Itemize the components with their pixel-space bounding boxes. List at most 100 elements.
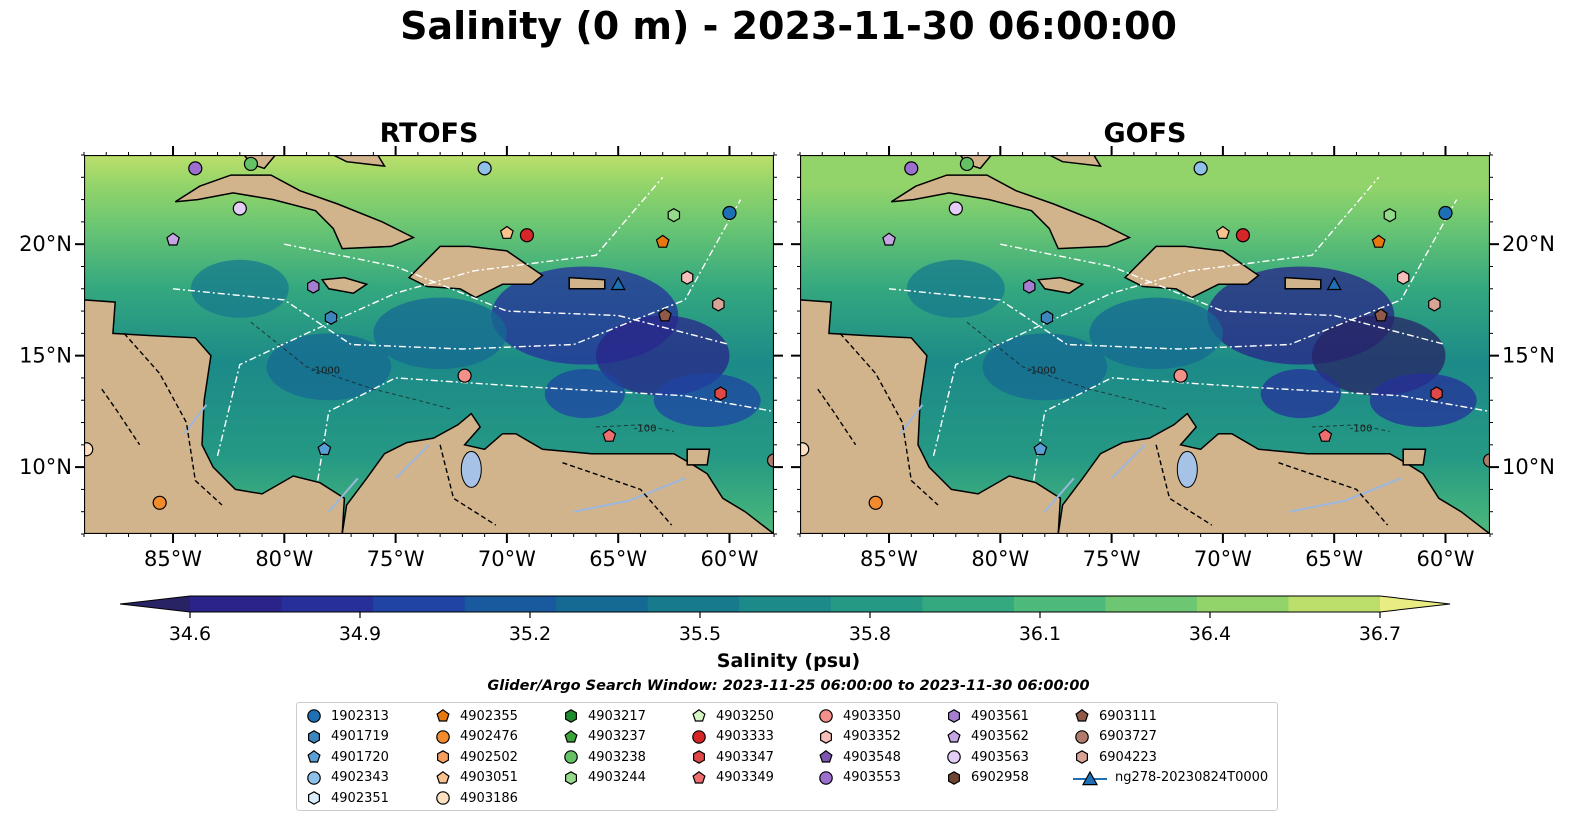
legend-marker xyxy=(564,709,577,723)
legend-item: 1902313 xyxy=(305,707,389,725)
legend-label: 4903217 xyxy=(588,708,646,724)
legend-marker xyxy=(564,750,578,764)
float-marker xyxy=(1023,279,1036,294)
lake-maracaibo xyxy=(1176,450,1198,488)
colorbar-tick-label: 36.1 xyxy=(1019,623,1061,645)
legend-marker xyxy=(436,791,450,805)
legend-marker xyxy=(1075,709,1089,722)
legend-marker-icon xyxy=(436,791,450,805)
jamaica-land xyxy=(320,276,369,294)
lat-tick-label: 15°N xyxy=(1502,344,1555,368)
legend-item: ng278-20230824T0000 xyxy=(1073,769,1268,787)
legend-marker xyxy=(307,791,320,805)
colorbar-segment xyxy=(1105,596,1198,612)
jamaica-land xyxy=(1036,276,1085,294)
contour-label: -1000 xyxy=(1027,365,1056,376)
legend-item: 4903352 xyxy=(817,728,901,746)
puerto-rico-land xyxy=(568,276,606,290)
contour-label: -100 xyxy=(1350,423,1373,434)
border-line xyxy=(1155,444,1213,526)
river-line xyxy=(328,477,359,513)
legend-marker-icon xyxy=(947,750,961,764)
legend-label: 4903561 xyxy=(971,708,1029,724)
trinidad-land xyxy=(1402,448,1427,466)
legend-label: 4903333 xyxy=(716,729,774,744)
legend-item: 6902958 xyxy=(945,769,1029,787)
legend-label: 4902343 xyxy=(331,770,389,785)
lon-tick-label: 85°W xyxy=(860,547,918,571)
colorbar-segment xyxy=(464,596,557,612)
eez-boundary xyxy=(1000,243,1446,346)
legend-marker-icon xyxy=(692,750,705,764)
legend-marker xyxy=(819,770,833,785)
legend-item: 4902476 xyxy=(434,728,518,746)
legend-marker-icon xyxy=(564,709,577,723)
float-marker xyxy=(317,442,332,456)
float-marker xyxy=(232,201,247,216)
float-marker xyxy=(477,161,492,176)
legend-label: 4903250 xyxy=(716,708,774,724)
lon-tick-label: 60°W xyxy=(700,547,758,571)
legend-item: 4902355 xyxy=(434,707,518,725)
legend-item: 4901720 xyxy=(305,748,389,766)
lake-maracaibo xyxy=(460,450,482,488)
salinity-eddy xyxy=(1089,297,1223,370)
legend-marker xyxy=(692,770,706,784)
colorbar-segment xyxy=(739,596,832,612)
eez-boundary xyxy=(216,176,664,457)
salinity-eddy xyxy=(190,259,289,318)
legend-marker-icon xyxy=(819,709,833,723)
colorbar-tick-label: 35.5 xyxy=(679,623,721,645)
float-marker xyxy=(84,442,94,457)
isobath-line xyxy=(250,321,452,410)
colorbar-segment xyxy=(1013,596,1106,612)
legend-marker-icon xyxy=(307,791,320,805)
legend-label: 4902502 xyxy=(460,749,518,765)
float-marker xyxy=(766,453,774,468)
legend-marker xyxy=(947,750,961,764)
lon-tick-label: 75°W xyxy=(1083,547,1141,571)
legend-marker xyxy=(947,709,960,723)
legend-marker-icon xyxy=(947,709,960,723)
colorbar-segment xyxy=(1196,596,1289,612)
float-marker xyxy=(714,386,727,401)
legend-item: 4903562 xyxy=(945,728,1029,746)
legend-marker-icon xyxy=(307,750,321,763)
legend-marker xyxy=(1081,770,1099,785)
border-line xyxy=(562,462,673,526)
legend-item: 4902343 xyxy=(305,769,389,787)
legend-item: 4903250 xyxy=(690,707,774,725)
legend-label: 4903352 xyxy=(843,729,901,744)
float-marker xyxy=(499,225,514,239)
river-line xyxy=(1044,477,1075,513)
lon-tick-label: 70°W xyxy=(1194,547,1252,571)
legend-item: 4903238 xyxy=(562,748,646,766)
legend-marker xyxy=(947,770,960,785)
float-marker xyxy=(1173,368,1188,383)
figure-title: Salinity (0 m) - 2023-11-30 06:00:00 xyxy=(400,4,1177,48)
legend-marker-icon xyxy=(307,709,321,723)
border-line xyxy=(1278,462,1389,526)
colorbar-segment xyxy=(190,596,283,612)
salinity-eddy xyxy=(266,333,392,401)
legend-label: 4903350 xyxy=(843,708,901,724)
lat-tick-label: 10°N xyxy=(1502,455,1555,479)
legend-marker xyxy=(436,770,450,784)
legend-item: 4903548 xyxy=(817,748,901,766)
lat-tick-label: 20°N xyxy=(1502,232,1555,256)
colorbar-tick-label: 34.6 xyxy=(169,623,211,645)
float-marker xyxy=(1371,234,1386,248)
legend-item: 4902351 xyxy=(305,789,389,807)
legend-marker-icon xyxy=(1075,729,1089,744)
legend-marker-icon xyxy=(819,770,833,785)
legend-label: 4903563 xyxy=(971,749,1029,765)
legend-item: 4903237 xyxy=(562,728,646,746)
float-marker xyxy=(1482,453,1490,468)
float-marker xyxy=(1383,208,1397,223)
cuba-land xyxy=(174,174,416,250)
legend-marker xyxy=(819,709,833,723)
legend-label: 4902476 xyxy=(460,729,518,744)
legend-label: 4903349 xyxy=(716,770,774,785)
legend-marker xyxy=(307,770,321,785)
legend-label: 6903727 xyxy=(1099,729,1157,744)
